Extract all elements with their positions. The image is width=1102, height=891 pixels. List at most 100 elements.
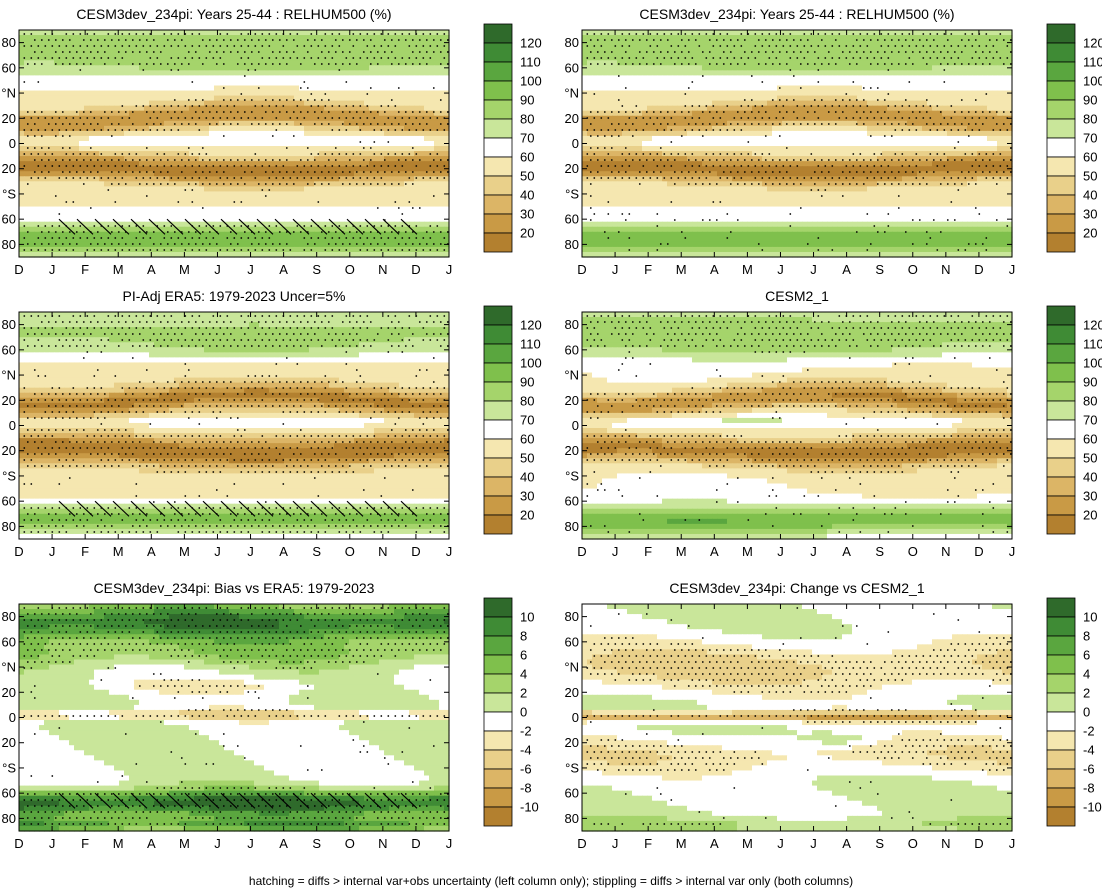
- heatmap-cell: [194, 50, 200, 56]
- heatmap-cell: [189, 186, 195, 192]
- heatmap-cell: [404, 136, 410, 142]
- heatmap-cell: [54, 166, 60, 172]
- heatmap-cell: [394, 40, 400, 46]
- heatmap-cell: [144, 222, 150, 228]
- stipple-dot: [23, 81, 25, 83]
- heatmap-cell: [149, 131, 155, 137]
- heatmap-cell: [214, 191, 220, 197]
- heatmap-cell: [304, 35, 310, 41]
- stipple-dot: [300, 99, 302, 101]
- heatmap-cell: [174, 156, 180, 162]
- heatmap-cell: [79, 212, 85, 218]
- heatmap-cell: [254, 111, 260, 117]
- stipple-dot: [37, 57, 39, 59]
- heatmap-cell: [194, 35, 200, 41]
- heatmap-cell: [319, 202, 325, 208]
- heatmap-cell: [294, 85, 300, 91]
- heatmap-cell: [194, 91, 200, 97]
- heatmap-cell: [369, 70, 375, 76]
- heatmap-cell: [414, 176, 420, 182]
- heatmap-cell: [259, 40, 265, 46]
- heatmap-cell: [379, 60, 385, 66]
- stipple-dot: [359, 33, 361, 35]
- heatmap-cell: [439, 186, 445, 192]
- stipple-dot: [412, 51, 414, 53]
- heatmap-cell: [34, 65, 40, 71]
- heatmap-cell: [219, 191, 225, 197]
- heatmap-cell: [144, 75, 150, 81]
- heatmap-cell: [94, 136, 100, 142]
- heatmap-cell: [394, 217, 400, 223]
- heatmap-cell: [144, 176, 150, 182]
- heatmap-cell: [269, 35, 275, 41]
- heatmap-cell: [424, 136, 430, 142]
- heatmap-cell: [259, 191, 265, 197]
- heatmap-cell: [69, 91, 75, 97]
- heatmap-cell: [284, 237, 290, 243]
- heatmap-cell: [234, 65, 240, 71]
- heatmap-cell: [259, 232, 265, 238]
- stipple-dot: [237, 111, 239, 113]
- heatmap-cell: [149, 202, 155, 208]
- heatmap-cell: [339, 70, 345, 76]
- heatmap-cell: [179, 65, 185, 71]
- heatmap-cell: [264, 50, 270, 56]
- heatmap-cell: [359, 166, 365, 172]
- heatmap-cell: [199, 141, 205, 147]
- heatmap-cell: [259, 212, 265, 218]
- heatmap-cell: [394, 191, 400, 197]
- heatmap-cell: [214, 222, 220, 228]
- heatmap-cell: [169, 202, 175, 208]
- heatmap-cell: [89, 217, 95, 223]
- stipple-dot: [314, 39, 316, 41]
- heatmap-cell: [89, 96, 95, 102]
- stipple-dot: [352, 57, 354, 59]
- heatmap-cell: [259, 141, 265, 147]
- heatmap-cell: [184, 80, 190, 86]
- heatmap-cell: [379, 40, 385, 46]
- heatmap-cell: [84, 35, 90, 41]
- stipple-dot: [23, 45, 25, 47]
- heatmap-cell: [64, 70, 70, 76]
- heatmap-cell: [249, 141, 255, 147]
- heatmap-cell: [354, 96, 360, 102]
- heatmap-cell: [84, 80, 90, 86]
- stipple-dot: [258, 39, 260, 41]
- heatmap-cell: [434, 70, 440, 76]
- heatmap-cell: [154, 136, 160, 142]
- heatmap-cell: [164, 40, 170, 46]
- heatmap-cell: [354, 50, 360, 56]
- heatmap-cell: [109, 40, 115, 46]
- heatmap-cell: [414, 166, 420, 172]
- heatmap-cell: [409, 30, 415, 36]
- heatmap-cell: [209, 212, 215, 218]
- heatmap-cell: [429, 217, 435, 223]
- heatmap-cell: [344, 50, 350, 56]
- heatmap-cell: [279, 80, 285, 86]
- heatmap-cell: [374, 30, 380, 36]
- heatmap-cell: [304, 85, 310, 91]
- heatmap-cell: [224, 40, 230, 46]
- heatmap-cell: [299, 146, 305, 152]
- heatmap-cell: [54, 171, 60, 177]
- heatmap-cell: [249, 207, 255, 213]
- heatmap-cell: [249, 40, 255, 46]
- heatmap-cell: [159, 141, 165, 147]
- heatmap-cell: [409, 96, 415, 102]
- heatmap-cell: [349, 131, 355, 137]
- heatmap-cell: [109, 101, 115, 107]
- heatmap-cell: [244, 141, 250, 147]
- heatmap-cell: [119, 212, 125, 218]
- heatmap-cell: [389, 191, 395, 197]
- heatmap-cell: [19, 101, 25, 107]
- heatmap-cell: [254, 156, 260, 162]
- heatmap-cell: [119, 207, 125, 213]
- heatmap-cell: [304, 131, 310, 137]
- stipple-dot: [377, 111, 379, 113]
- heatmap-cell: [269, 85, 275, 91]
- heatmap-cell: [439, 96, 445, 102]
- heatmap-cell: [114, 106, 120, 112]
- stipple-dot: [244, 63, 246, 65]
- heatmap-cell: [429, 101, 435, 107]
- stipple-dot: [338, 33, 340, 35]
